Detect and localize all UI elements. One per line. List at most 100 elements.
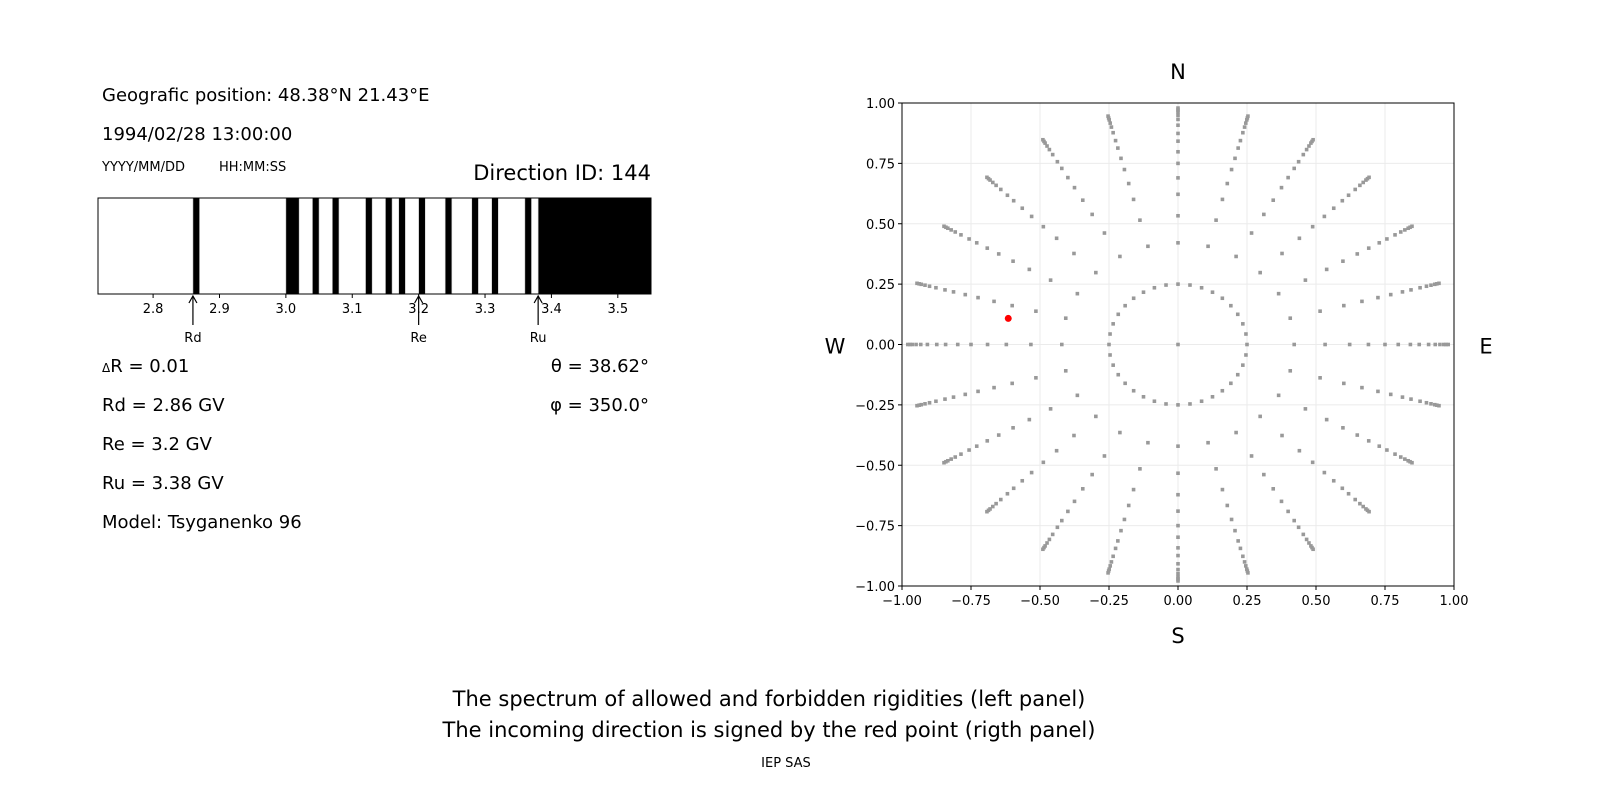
direction-point — [963, 392, 968, 397]
direction-point — [1353, 187, 1358, 192]
direction-point — [1238, 138, 1243, 143]
direction-point — [1301, 152, 1306, 157]
direction-point — [1406, 458, 1410, 463]
spectrum-band — [471, 197, 479, 295]
direction-point — [946, 226, 950, 231]
direction-point — [1262, 212, 1266, 217]
direction-point — [1311, 137, 1315, 142]
direction-point — [1280, 433, 1284, 438]
direction-point — [994, 501, 998, 506]
y-tick-label: 1.00 — [866, 97, 895, 112]
direction-point — [1011, 426, 1015, 430]
direction-point — [1122, 167, 1127, 172]
direction-point — [1176, 108, 1180, 112]
direction-point — [951, 395, 956, 399]
direction-point — [1107, 342, 1111, 347]
direction-point — [942, 460, 946, 465]
direction-point — [963, 292, 968, 297]
direction-point — [1322, 470, 1327, 475]
direction-point — [1010, 303, 1014, 308]
time-format-label: HH:MM:SS — [219, 160, 287, 175]
x-tick-label: 3.5 — [607, 302, 628, 317]
direction-point — [1109, 560, 1114, 564]
direction-id: Direction ID: 144 — [473, 161, 651, 185]
direction-point — [1246, 571, 1250, 575]
direction-point — [1409, 288, 1413, 292]
direction-point — [1176, 577, 1180, 581]
direction-point — [974, 241, 979, 245]
delta-r: ΔR = 0.01 — [102, 358, 189, 376]
direction-point — [1377, 444, 1382, 448]
direction-point — [1141, 290, 1146, 295]
direction-point — [927, 284, 932, 289]
direction-point — [976, 295, 980, 300]
direction-point — [1360, 299, 1364, 304]
direction-point — [1243, 121, 1248, 125]
direction-point — [1242, 560, 1247, 564]
direction-point — [1176, 579, 1180, 583]
direction-point — [1220, 487, 1225, 492]
direction-point — [1432, 282, 1437, 287]
direction-point — [1418, 399, 1422, 404]
x-tick-label: −0.25 — [1089, 594, 1129, 609]
direction-point — [1041, 224, 1046, 229]
direction-point — [1258, 270, 1262, 275]
direction-point — [1176, 106, 1180, 110]
direction-point — [946, 458, 950, 463]
direction-point — [1048, 278, 1053, 282]
direction-point — [919, 282, 924, 287]
direction-point — [1176, 535, 1180, 540]
direction-point — [1408, 459, 1412, 464]
spectrum-band — [385, 197, 393, 295]
direction-point — [992, 385, 996, 390]
direction-point — [1176, 546, 1180, 550]
direction-point — [1210, 290, 1215, 295]
direction-point — [1111, 554, 1115, 559]
direction-point — [1403, 457, 1407, 461]
direction-point — [1301, 532, 1306, 537]
direction-point — [1331, 478, 1336, 483]
direction-point — [1244, 332, 1248, 336]
direction-point — [953, 230, 958, 234]
direction-point — [1176, 282, 1180, 286]
direction-point — [1366, 342, 1371, 347]
direction-point — [1435, 282, 1439, 286]
direction-point — [1176, 213, 1180, 218]
direction-point — [1027, 267, 1032, 272]
direction-point — [1214, 467, 1218, 471]
direction-point — [1324, 417, 1329, 422]
direction-point — [1108, 564, 1113, 568]
direction-point — [1060, 342, 1064, 347]
direction-point — [1176, 161, 1180, 166]
direction-point — [1385, 237, 1389, 241]
direction-point — [1233, 156, 1237, 161]
spectrum-band — [285, 197, 300, 295]
direction-point — [1116, 146, 1120, 150]
direction-point — [1176, 176, 1180, 180]
direction-point — [1041, 460, 1046, 465]
direction-point — [1176, 131, 1180, 136]
theta-value: θ = 38.62° — [550, 356, 649, 377]
direction-point — [919, 402, 924, 407]
direction-point — [1146, 244, 1150, 249]
direction-point — [1341, 426, 1345, 430]
direction-point — [1164, 402, 1168, 406]
direction-point — [1122, 517, 1127, 522]
direction-point — [990, 180, 995, 185]
y-tick-label: −0.50 — [855, 459, 895, 474]
direction-point — [1229, 167, 1234, 172]
spectrum-band — [537, 197, 652, 295]
direction-point — [1176, 149, 1180, 154]
direction-point — [1244, 353, 1248, 357]
direction-point — [917, 403, 921, 407]
scatter-frame — [901, 102, 1455, 587]
direction-point — [1388, 392, 1393, 397]
direction-point — [944, 459, 948, 464]
direction-point — [1176, 241, 1180, 245]
direction-point — [1225, 503, 1230, 508]
direction-point — [1292, 166, 1296, 171]
direction-point — [1176, 444, 1180, 448]
direction-point — [955, 342, 960, 347]
direction-point — [1020, 206, 1025, 211]
direction-point — [1176, 192, 1180, 197]
